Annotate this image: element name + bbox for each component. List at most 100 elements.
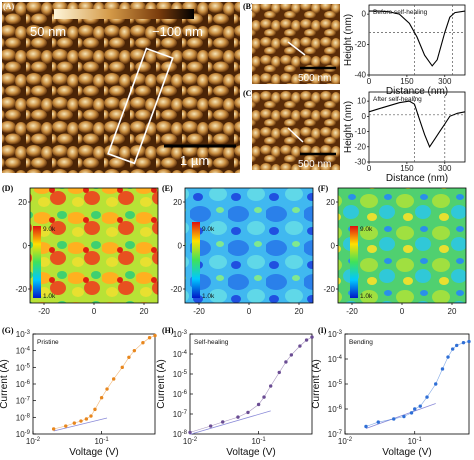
data-point (51, 427, 56, 431)
y-axis-title: Current (A) (156, 359, 167, 408)
y-axis-title: Height (nm) (343, 14, 354, 66)
data-trace (365, 341, 470, 427)
panel-label-e: (E) (162, 184, 173, 193)
iv-legend: Pristine (37, 339, 59, 346)
panel-label-g: (G) (2, 326, 14, 335)
y-tick-label: 10 (357, 97, 366, 106)
afm-image-b (252, 4, 340, 84)
y-tick-label: -20 (354, 142, 366, 151)
x-tick-label: 10-2 (338, 437, 353, 446)
data-trace (189, 336, 313, 433)
panel-label-a: (A) (3, 2, 14, 11)
panel-label-h: (H) (162, 326, 174, 335)
colorbar-f (350, 226, 358, 298)
panel-label-d: (D) (2, 184, 13, 193)
x-tick-label: 20 (140, 307, 149, 316)
y-tick-label: 0 (331, 242, 336, 251)
ohmic-fit-line (365, 403, 436, 429)
x-tick-label: 10-1 (408, 437, 423, 446)
panel-a: 50 nm −100 nm 1 µm (A) (2, 2, 240, 173)
y-tick-label: -30 (354, 158, 366, 167)
y-tick-label: 0 (178, 242, 183, 251)
x-tick-label: 0 (367, 77, 372, 86)
x-tick-label: 300 (438, 77, 452, 86)
panel-label-b: (B) (243, 2, 254, 11)
y-axis-title: Height (nm) (343, 101, 354, 153)
height-colorbar (54, 9, 194, 19)
x-tick-label: 300 (438, 164, 452, 173)
x-axis-title: Voltage (V) (382, 447, 431, 458)
colorbar-e-min: 1.0k (202, 293, 215, 300)
iv-plot-self-healing: 10-8 10-7 10-6 10-5 10-4 10-3 10-2 10-1 Self-hea… (156, 330, 314, 458)
y-tick-label: 10-3 (173, 330, 188, 339)
colorbar-e-max: 9.0k (202, 226, 215, 233)
iv-legend: Self-healing (194, 339, 229, 346)
x-tick-label: 0 (247, 307, 252, 316)
panel-e: (E) 9.0k 1.0k (162, 184, 313, 303)
y-tick-label: 10-8 (173, 430, 188, 439)
y-tick-label: 10-8 (16, 413, 31, 422)
x-tick-label: 20 (295, 307, 304, 316)
y-tick-label: 20 (18, 198, 27, 207)
panel-d: (D) 9.0k 1.0k (2, 184, 158, 303)
x-tick-label: 0 (400, 307, 405, 316)
iv-legend: Bending (349, 339, 373, 346)
current-map-e (185, 188, 313, 303)
y-tick-label: 0 (362, 10, 367, 19)
panel-label-i: (I) (318, 326, 327, 335)
x-tick-label: 10-2 (183, 437, 198, 446)
scalebar-c-label: 500 nm (298, 159, 331, 170)
x-tick-label: -20 (38, 307, 50, 316)
ohmic-fit-line (53, 417, 108, 432)
iv-plot-pristine: 10-9 10-8 10-7 10-6 10-5 10-4 10-3 10-2 10-1 Pris… (0, 330, 157, 458)
y-tick-label: 0 (362, 112, 367, 121)
x-tick-label: -20 (193, 307, 205, 316)
y-tick-label: 10-4 (16, 347, 31, 356)
plot-frame (368, 4, 466, 76)
y-tick-label: 0 (23, 242, 28, 251)
y-tick-label: 10-5 (173, 370, 188, 379)
colorbar-e (192, 222, 200, 298)
profile-plot-before: 0 150 300 0 -20 -40 Before self-healing Distanc… (343, 4, 466, 97)
ohmic-fit-line (189, 410, 271, 435)
height-min-label: −100 nm (152, 24, 203, 39)
x-axis-title: Distance (nm) (386, 173, 448, 184)
y-tick-label: 10-5 (328, 380, 343, 389)
x-tick-label: 10-1 (251, 437, 266, 446)
plot-frame (32, 333, 156, 435)
y-tick-label: 10-9 (16, 430, 31, 439)
panel-label-f: (F) (318, 184, 329, 193)
panel-label-c: (C) (243, 89, 254, 98)
x-tick-label: 0 (367, 164, 372, 173)
plot-frame (344, 333, 470, 435)
x-tick-label: 150 (400, 164, 414, 173)
y-tick-label: -40 (354, 71, 366, 80)
x-tick-label: 150 (400, 77, 414, 86)
x-axis-title: Voltage (V) (226, 447, 275, 458)
y-axis-title: Current (A) (0, 359, 10, 408)
y-tick-label: -20 (170, 285, 182, 294)
scalebar-b-label: 500 nm (298, 73, 331, 84)
y-tick-label: 20 (173, 198, 182, 207)
y-tick-label: 10-7 (328, 430, 343, 439)
iv-plot-bending: 10-7 10-6 10-5 10-4 10-3 10-2 10-1 Bending Volta… (311, 330, 471, 458)
profile-legend: Before self-healing (373, 9, 428, 16)
y-tick-label: 10-6 (173, 390, 188, 399)
current-map-d (30, 188, 158, 303)
profile-plot-after: 0 150 300 10 0 -10 -20 -30 After self-healing Dis… (343, 91, 466, 184)
plot-frame (368, 91, 466, 163)
y-tick-label: 10-3 (328, 330, 343, 339)
profile-legend: After self-healing (373, 96, 422, 103)
height-profile-line (368, 100, 466, 148)
data-point (188, 430, 192, 435)
y-tick-label: 10-7 (16, 397, 31, 406)
colorbar-d (33, 226, 41, 298)
profile-line-b (287, 41, 306, 56)
data-point (310, 335, 314, 339)
y-tick-label: 10-4 (328, 355, 343, 364)
panel-c: (C) 500 nm (243, 89, 340, 170)
y-tick-label: 10-6 (16, 380, 31, 389)
colorbar-f-max: 9.0k (360, 226, 373, 233)
y-tick-label: 20 (326, 198, 335, 207)
y-tick-label: -20 (15, 285, 27, 294)
